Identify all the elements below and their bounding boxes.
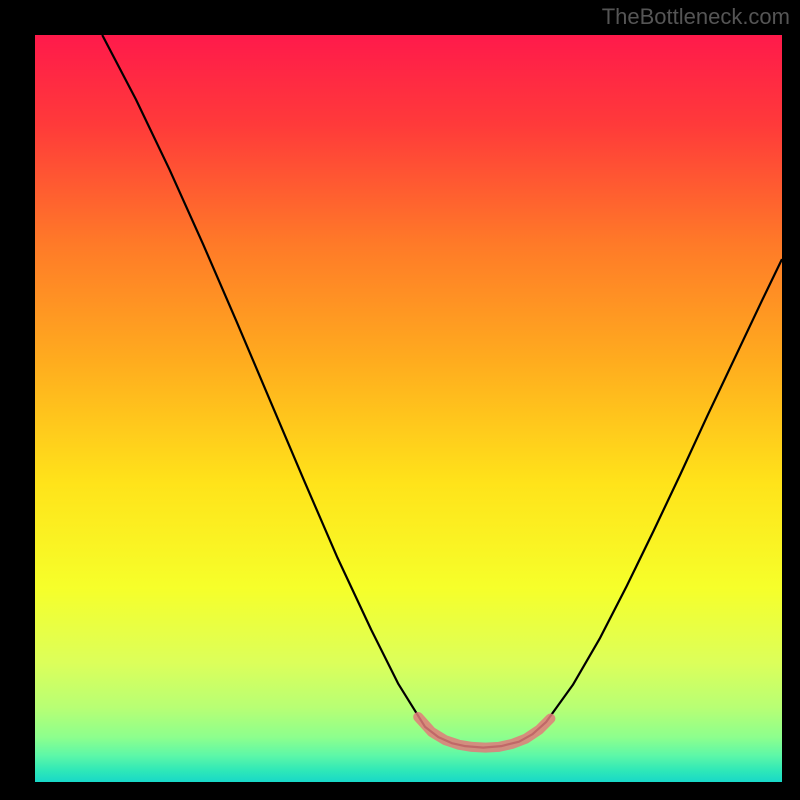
chart-canvas: TheBottleneck.com (0, 0, 800, 800)
trough-marker (418, 717, 550, 748)
watermark-text: TheBottleneck.com (602, 4, 790, 30)
curve-layer (35, 35, 782, 782)
bottleneck-curve (102, 35, 782, 748)
plot-area (35, 35, 782, 782)
